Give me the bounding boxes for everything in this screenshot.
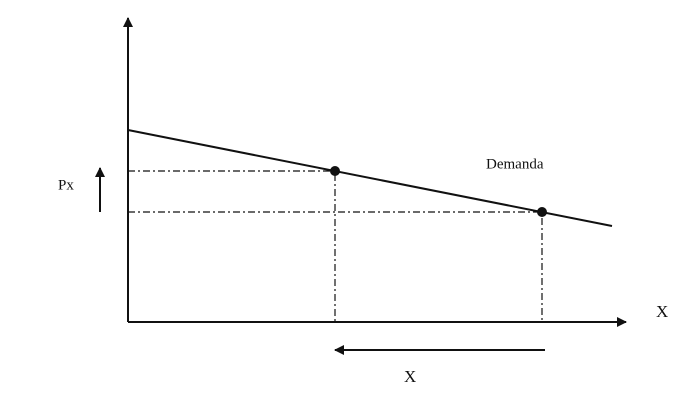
quantity-label: X [404,367,416,386]
point [330,166,340,176]
guide-line [128,211,543,322]
demand-curve [127,129,613,227]
curve-label: Demanda [486,156,544,172]
price-label: Px [58,177,74,193]
x-axis-label: X [656,302,668,321]
guide-line [128,170,336,322]
point [537,207,547,217]
